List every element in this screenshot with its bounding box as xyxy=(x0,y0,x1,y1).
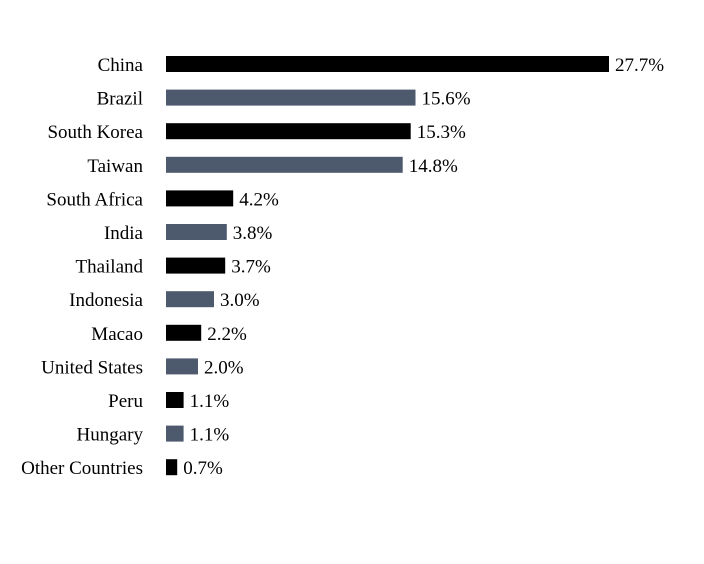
bar-hungary xyxy=(166,425,184,442)
bar-south-africa xyxy=(166,190,234,207)
bar-china xyxy=(166,56,609,72)
category-label-thailand: Thailand xyxy=(75,257,143,278)
value-label-hungary: 1.1% xyxy=(190,425,230,446)
bar-indonesia xyxy=(166,291,214,308)
value-label-thailand: 3.7% xyxy=(231,257,271,278)
bar-india xyxy=(166,224,227,240)
category-label-hungary: Hungary xyxy=(77,425,144,446)
value-label-peru: 1.1% xyxy=(190,391,230,412)
category-label-india: India xyxy=(104,223,144,244)
category-label-south-korea: South Korea xyxy=(47,122,143,143)
category-labels: China Brazil South Korea Taiwan South Africa… xyxy=(21,55,143,479)
bar-thailand xyxy=(166,257,226,274)
bar-other-countries xyxy=(166,459,178,476)
bar-peru xyxy=(166,392,184,408)
value-label-south-africa: 4.2% xyxy=(239,189,279,210)
value-label-united-states: 2.0% xyxy=(204,357,244,378)
category-label-united-states: United States xyxy=(41,357,143,378)
bar-brazil xyxy=(166,89,416,106)
value-label-taiwan: 14.8% xyxy=(409,156,458,177)
bar-united-states xyxy=(166,358,198,375)
value-label-indonesia: 3.0% xyxy=(220,290,260,311)
value-label-india: 3.8% xyxy=(233,223,273,244)
value-label-brazil: 15.6% xyxy=(422,89,471,110)
bar-taiwan xyxy=(166,156,403,173)
category-label-indonesia: Indonesia xyxy=(69,290,143,311)
category-label-brazil: Brazil xyxy=(97,89,143,110)
bar-south-korea xyxy=(166,123,411,140)
value-label-other-countries: 0.7% xyxy=(183,458,223,479)
value-label-china: 27.7% xyxy=(615,55,664,76)
category-label-other-countries: Other Countries xyxy=(21,458,143,479)
category-label-macao: Macao xyxy=(91,324,143,345)
category-label-taiwan: Taiwan xyxy=(87,156,143,177)
value-label-macao: 2.2% xyxy=(207,324,247,345)
category-label-south-africa: South Africa xyxy=(46,189,143,210)
bar-macao xyxy=(166,324,202,341)
category-label-china: China xyxy=(98,55,144,76)
value-labels: 27.7% 15.6% 15.3% 14.8% 4.2% 3.8% 3.7% 3.0% 2.2%… xyxy=(183,55,664,479)
category-label-peru: Peru xyxy=(108,391,143,412)
value-label-south-korea: 15.3% xyxy=(417,122,466,143)
bars-group xyxy=(166,56,609,476)
